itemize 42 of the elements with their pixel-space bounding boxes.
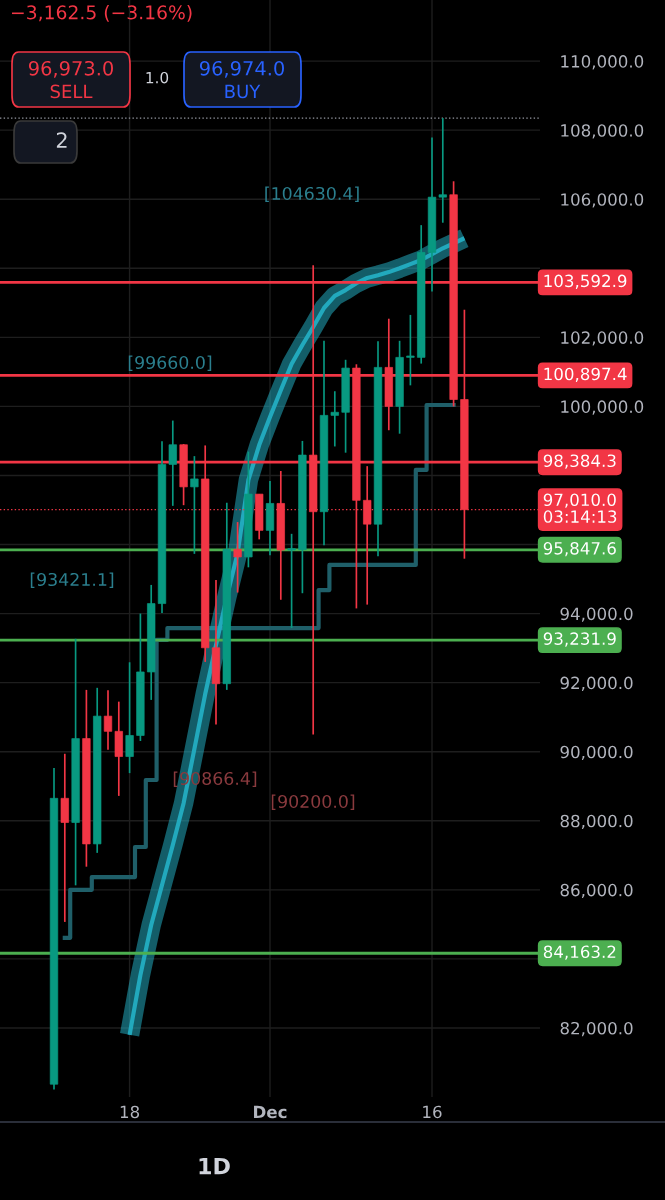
y-tick-label: 108,000.0 <box>561 124 644 139</box>
annotation: 1.0 <box>146 71 169 84</box>
text: 1D <box>199 1157 230 1175</box>
x-tick-label: 16 <box>423 1105 442 1119</box>
candlestick <box>103 689 113 751</box>
annotation: 2 <box>56 132 67 148</box>
y-tick-label: 102,000.0 <box>561 331 644 346</box>
y-tick-label: 88,000.0 <box>560 814 633 830</box>
y-tick-label: 82,000.0 <box>560 1021 633 1037</box>
candlestick <box>438 117 447 224</box>
x-tick-label: Dec <box>254 1105 287 1119</box>
ref-line-label: 93,231.9 <box>543 632 616 647</box>
ref-line-label: 103,592.9 <box>544 274 627 289</box>
ref-line-label: 84,163.2 <box>543 945 616 960</box>
candlestick <box>287 532 296 629</box>
y-tick-label: 110,000.0 <box>561 55 644 70</box>
x-tick-label: 18 <box>120 1105 140 1119</box>
annotation: [104630.4] <box>265 186 359 203</box>
ref-line-label: 97,010.0 03:14:13 <box>543 493 617 523</box>
y-tick-label: 86,000.0 <box>560 883 633 899</box>
ref-line-label: 95,847.6 <box>543 542 616 557</box>
candlestick <box>330 390 339 448</box>
annotation: [99660.0] <box>128 355 212 372</box>
candlestick <box>190 455 199 555</box>
candlestick <box>168 419 177 507</box>
annotation: [90200.0] <box>271 794 355 811</box>
candlestick <box>233 521 242 594</box>
candlestick <box>125 661 134 774</box>
y-tick-label: 92,000.0 <box>560 676 633 691</box>
annotation: BUY <box>225 84 261 99</box>
annotation: 96,973.0 <box>28 60 113 78</box>
y-tick-label: 90,000.0 <box>560 745 633 760</box>
annotation: [93421.1] <box>30 572 114 589</box>
ref-line-label: 98,384.3 <box>543 454 616 469</box>
y-tick-label: 106,000.0 <box>561 193 644 208</box>
annotation: SELL <box>50 84 93 99</box>
y-tick-label: 100,000.0 <box>561 400 644 415</box>
ref-line-label: 100,897.4 <box>544 367 627 382</box>
annotation: −3,162.5 (−3.16%) <box>11 4 192 22</box>
y-tick-label: 94,000.0 <box>560 607 633 622</box>
candlestick <box>406 314 415 387</box>
annotation: 96,974.0 <box>199 60 284 78</box>
